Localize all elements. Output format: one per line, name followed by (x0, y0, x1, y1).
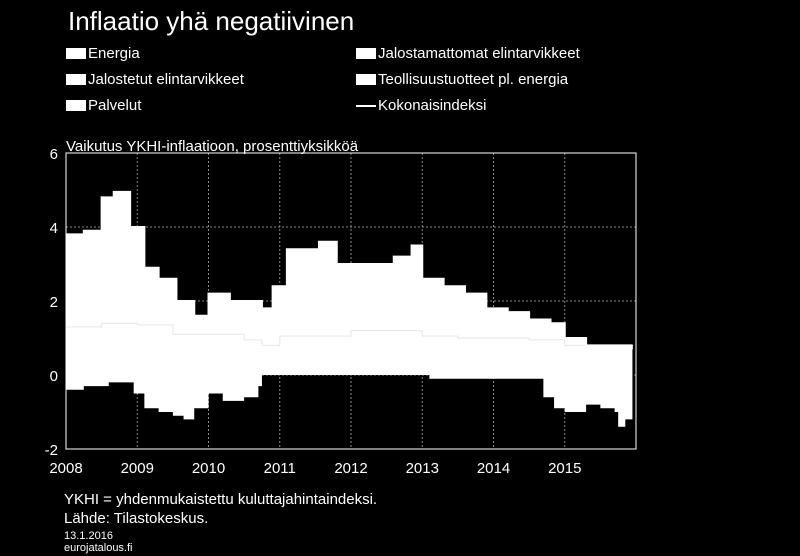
chart-title: Inflaatio yhä negatiivinen (68, 6, 355, 36)
legend-label-jalostetut: Jalostetut elintarvikkeet (88, 71, 244, 88)
footnote-source: Lähde: Tilastokeskus. (64, 510, 209, 527)
x-tick-label: 2008 (49, 460, 82, 477)
legend-swatch-teollisuus (356, 74, 376, 85)
x-tick-label: 2014 (477, 460, 510, 477)
legend-jalostetut: Jalostetut elintarvikkeet (66, 71, 244, 88)
legend-energia: Energia (66, 45, 140, 62)
legend-teollisuus: Teollisuustuotteet pl. energia (356, 71, 568, 88)
x-tick-label: 2010 (192, 460, 225, 477)
x-tick-label: 2009 (121, 460, 154, 477)
y-tick-label: -2 (45, 442, 58, 459)
legend-swatch-energia (66, 48, 86, 59)
y-tick-label: 4 (50, 220, 58, 237)
y-tick-label: 6 (50, 146, 58, 163)
kokonaisindeksi-line (66, 190, 633, 347)
legend-label-jalostamattomat: Jalostamattomat elintarvikkeet (378, 45, 580, 62)
legend-jalostamattomat: Jalostamattomat elintarvikkeet (356, 45, 580, 62)
legend-swatch-jalostamattomat (356, 48, 376, 59)
positive-contribution-area (66, 191, 633, 375)
stack-boundary-line (66, 322, 633, 350)
chart-subtitle: Vaikutus YKHI-inflaatioon, prosenttiyksi… (66, 138, 359, 155)
legend-label-energia: Energia (88, 45, 140, 62)
legend-kokonaisindeksi: Kokonaisindeksi (356, 97, 486, 114)
legend-palvelut: Palvelut (66, 97, 141, 114)
y-tick-label: 0 (50, 368, 58, 385)
legend-label-teollisuus: Teollisuustuotteet pl. energia (378, 71, 569, 88)
site-name: eurojatalous.fi (64, 542, 133, 554)
legend-swatch-jalostetut (66, 74, 86, 85)
legend-label-kokonaisindeksi: Kokonaisindeksi (378, 97, 487, 114)
x-tick-label: 2012 (334, 460, 367, 477)
x-tick-label: 2011 (264, 460, 296, 477)
plot-frame (65, 152, 637, 450)
legend-label-palvelut: Palvelut (88, 97, 142, 114)
footnote-ykhi: YKHI = yhdenmukaistettu kuluttajahintain… (64, 491, 378, 508)
legend-swatch-kokonaisindeksi (356, 104, 376, 107)
publish-date: 13.1.2016 (64, 530, 113, 542)
x-tick-label: 2015 (548, 460, 581, 477)
x-tick-label: 2013 (406, 460, 439, 477)
legend-swatch-palvelut (66, 100, 86, 111)
negative-contribution-area (66, 375, 633, 427)
y-tick-label: 2 (50, 294, 58, 311)
